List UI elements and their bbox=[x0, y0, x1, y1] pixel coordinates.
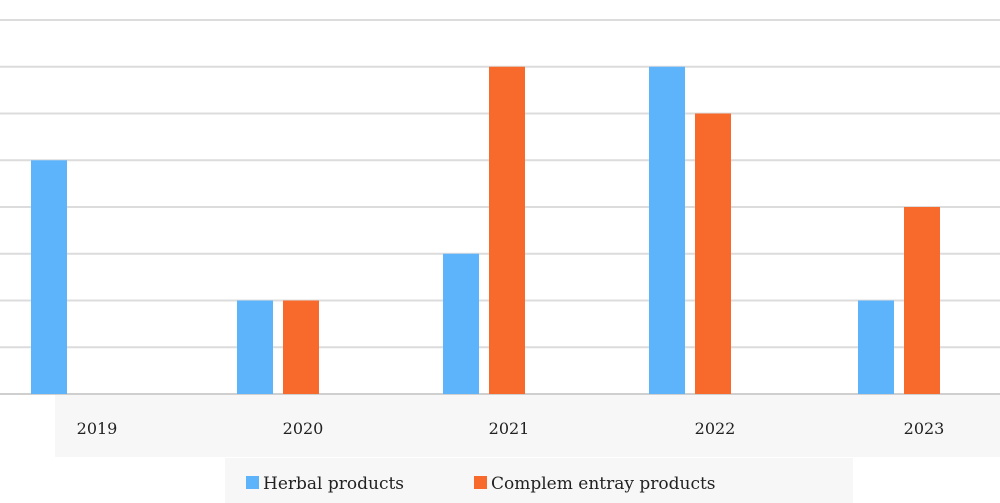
legend-label-herbal: Herbal products bbox=[263, 474, 404, 494]
x-tick-2019: 2019 bbox=[77, 419, 118, 438]
legend-swatch-herbal bbox=[246, 476, 259, 489]
x-tick-2020: 2020 bbox=[283, 419, 324, 438]
bar-complementary-2020 bbox=[283, 300, 319, 394]
x-axis-ticks: 2019 2020 2021 2022 2023 bbox=[77, 419, 945, 438]
x-tick-2022: 2022 bbox=[695, 419, 736, 438]
x-tick-2021: 2021 bbox=[489, 419, 530, 438]
bar-herbal-2019 bbox=[31, 160, 67, 394]
legend: Herbal products Complem entray products bbox=[246, 474, 716, 494]
x-tick-2023: 2023 bbox=[904, 419, 945, 438]
x-axis-band bbox=[55, 395, 1000, 457]
bar-herbal-2023 bbox=[858, 300, 894, 394]
legend-band bbox=[225, 458, 853, 503]
bar-complementary-2023 bbox=[904, 207, 940, 394]
bar-herbal-2021 bbox=[443, 253, 479, 394]
legend-label-complementary: Complem entray products bbox=[491, 474, 716, 494]
axis-bands bbox=[55, 395, 1000, 503]
bar-complementary-2022 bbox=[695, 113, 731, 394]
bars bbox=[31, 66, 940, 394]
legend-swatch-complementary bbox=[474, 476, 487, 489]
bar-complementary-2021 bbox=[489, 66, 525, 394]
bar-herbal-2020 bbox=[237, 300, 273, 394]
bar-herbal-2022 bbox=[649, 66, 685, 394]
